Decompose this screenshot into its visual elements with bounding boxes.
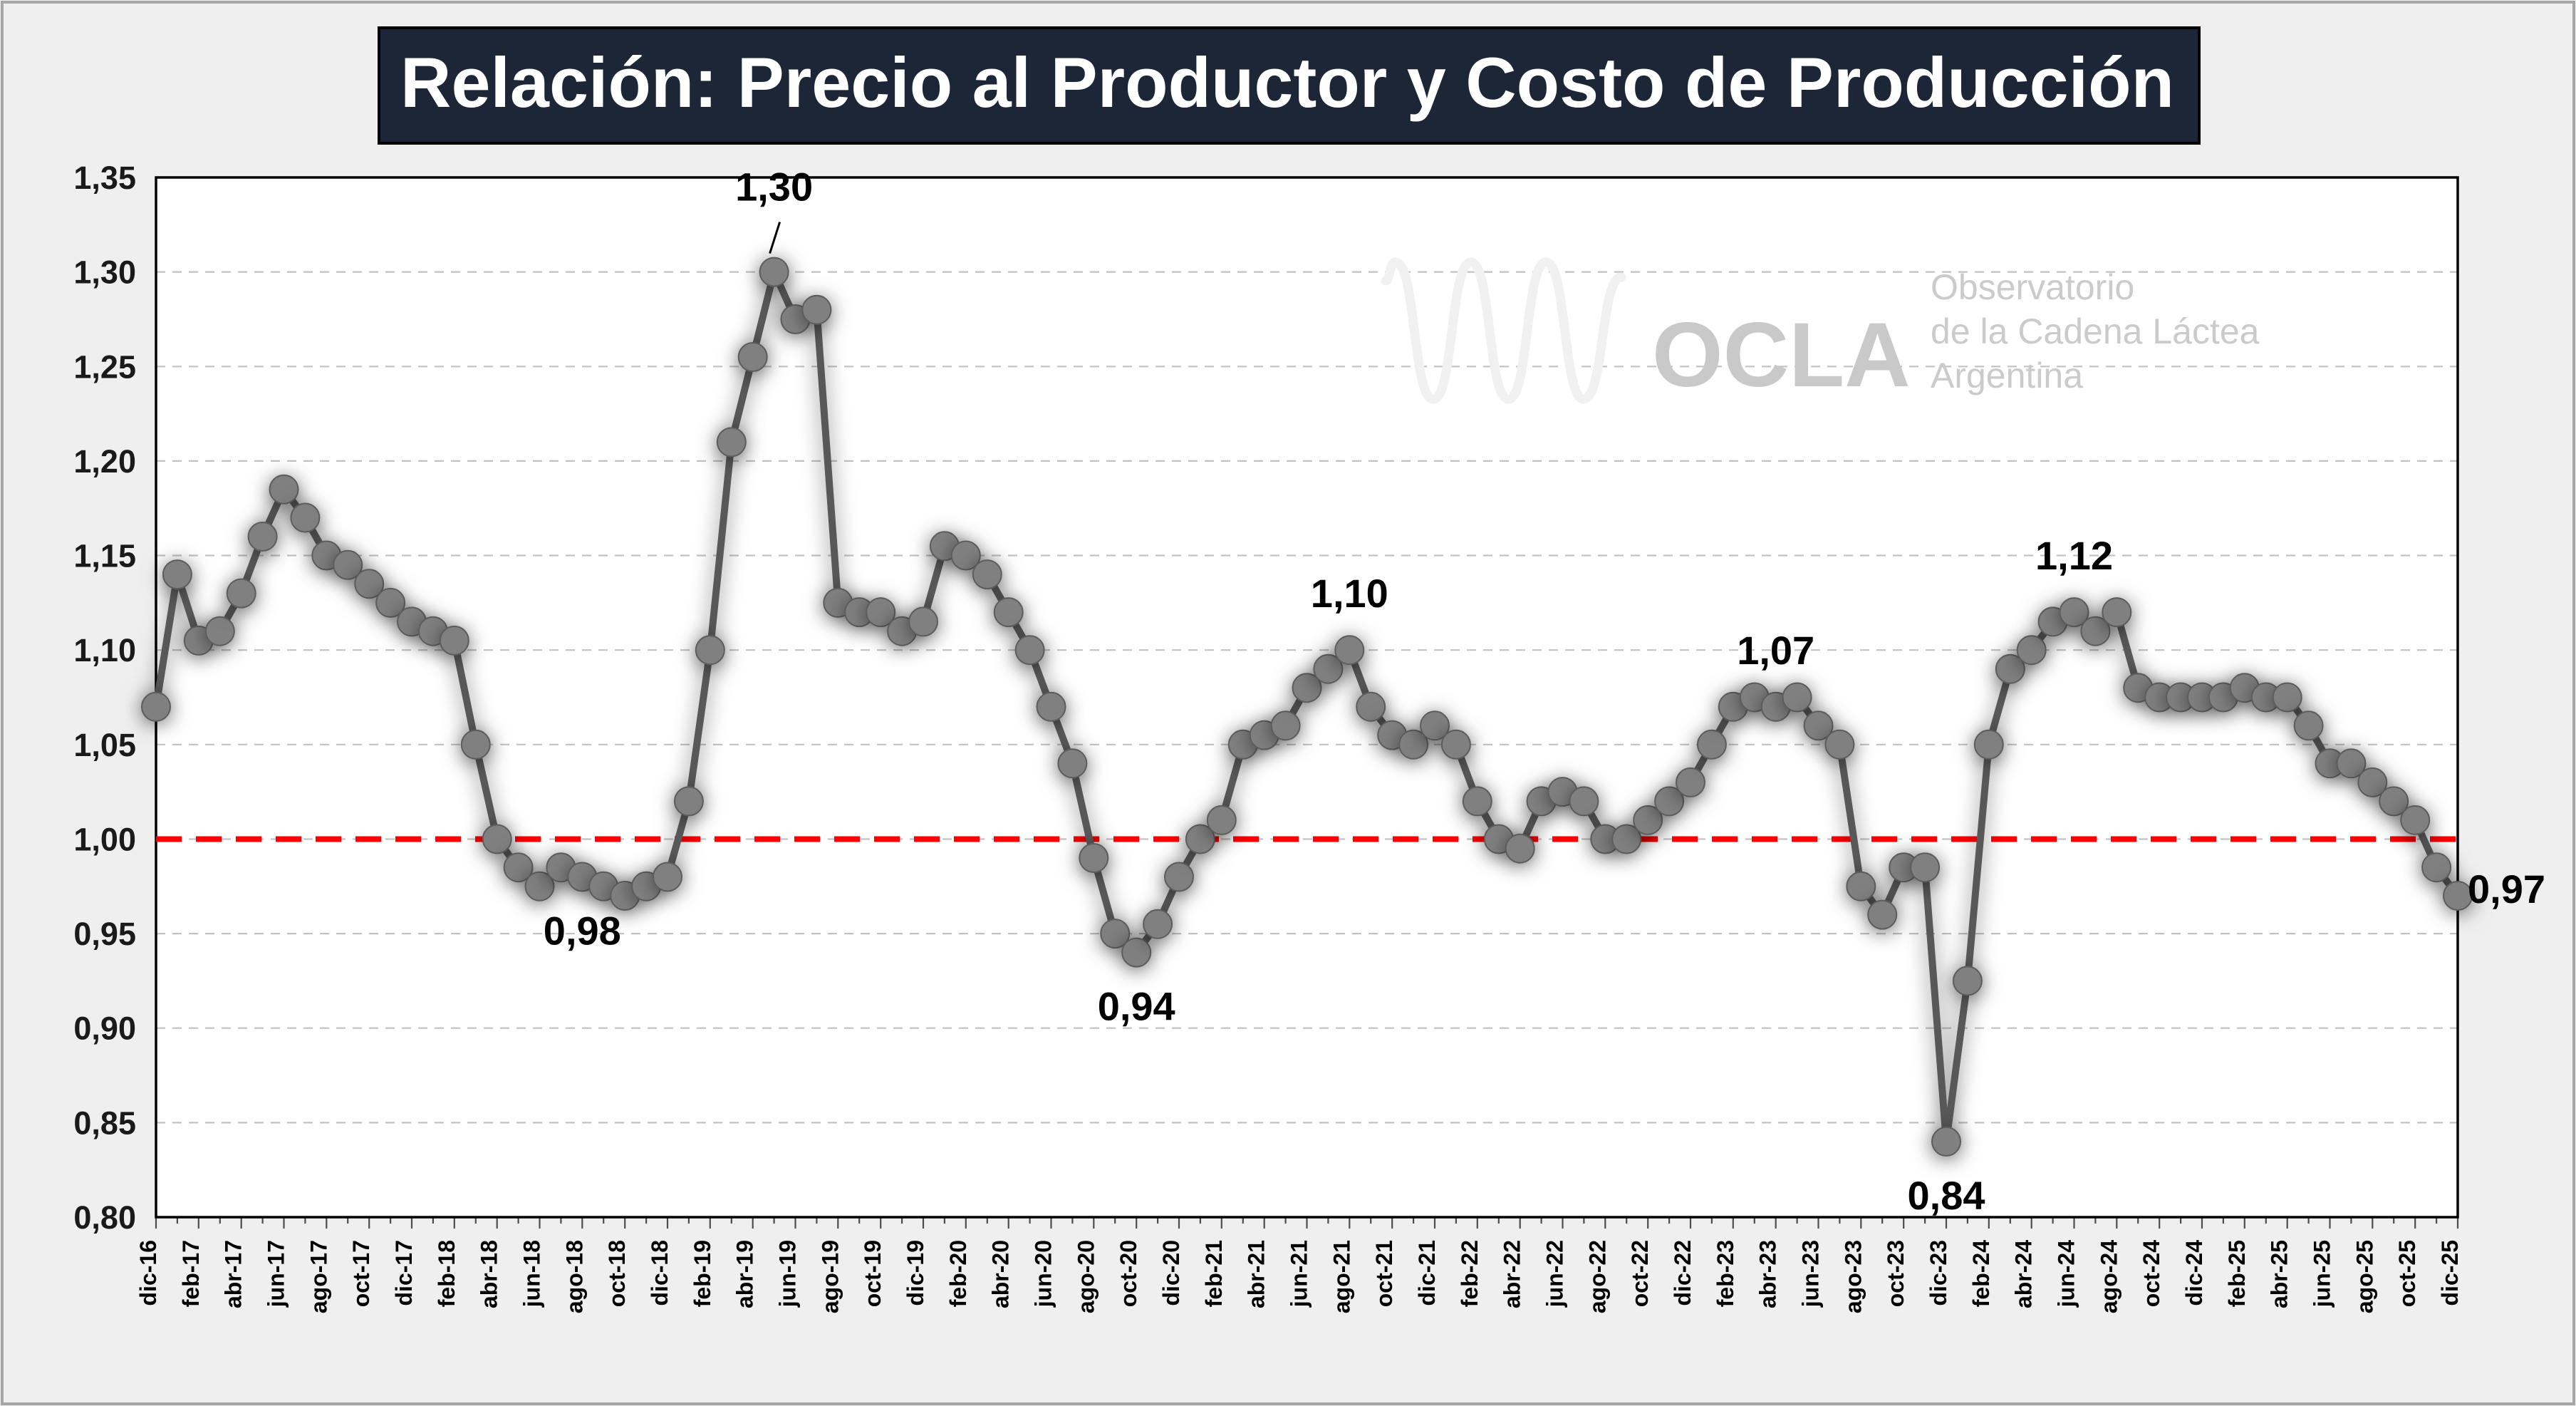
svg-text:0,84: 0,84 bbox=[1908, 1173, 1985, 1218]
svg-text:1,30: 1,30 bbox=[735, 165, 813, 210]
svg-text:ago-20: ago-20 bbox=[1073, 1240, 1099, 1313]
svg-text:feb-22: feb-22 bbox=[1457, 1240, 1482, 1307]
svg-text:dic-19: dic-19 bbox=[903, 1240, 928, 1306]
svg-text:0,97: 0,97 bbox=[2468, 867, 2545, 911]
svg-text:abr-19: abr-19 bbox=[732, 1240, 758, 1308]
svg-text:jun-22: jun-22 bbox=[1542, 1240, 1568, 1308]
svg-text:oct-23: oct-23 bbox=[1883, 1240, 1908, 1307]
svg-text:de la Cadena Láctea: de la Cadena Láctea bbox=[1931, 311, 2260, 351]
svg-text:abr-18: abr-18 bbox=[477, 1240, 502, 1308]
svg-text:jun-19: jun-19 bbox=[775, 1240, 801, 1308]
svg-text:feb-23: feb-23 bbox=[1713, 1240, 1738, 1307]
svg-text:feb-18: feb-18 bbox=[434, 1240, 459, 1307]
svg-text:0,95: 0,95 bbox=[73, 916, 136, 952]
svg-text:jun-24: jun-24 bbox=[2054, 1240, 2079, 1308]
svg-text:ago-18: ago-18 bbox=[561, 1240, 587, 1313]
svg-text:0,94: 0,94 bbox=[1098, 984, 1175, 1029]
svg-text:Observatorio: Observatorio bbox=[1931, 267, 2134, 307]
svg-text:dic-24: dic-24 bbox=[2181, 1240, 2207, 1306]
svg-text:OCLA: OCLA bbox=[1652, 304, 1911, 406]
svg-text:oct-18: oct-18 bbox=[604, 1240, 630, 1307]
svg-text:feb-25: feb-25 bbox=[2224, 1240, 2250, 1307]
svg-text:ago-22: ago-22 bbox=[1584, 1240, 1610, 1313]
svg-text:1,20: 1,20 bbox=[73, 443, 136, 480]
svg-text:1,12: 1,12 bbox=[2035, 533, 2113, 578]
svg-text:1,30: 1,30 bbox=[73, 254, 136, 291]
svg-text:abr-24: abr-24 bbox=[2011, 1240, 2037, 1308]
svg-text:1,05: 1,05 bbox=[73, 727, 136, 763]
svg-text:feb-19: feb-19 bbox=[690, 1240, 715, 1307]
svg-text:feb-21: feb-21 bbox=[1201, 1240, 1227, 1307]
svg-text:1,35: 1,35 bbox=[73, 160, 136, 196]
svg-text:abr-22: abr-22 bbox=[1500, 1240, 1525, 1308]
svg-text:ago-21: ago-21 bbox=[1329, 1240, 1354, 1313]
svg-text:dic-17: dic-17 bbox=[391, 1240, 417, 1306]
svg-text:dic-25: dic-25 bbox=[2437, 1240, 2463, 1306]
svg-text:abr-20: abr-20 bbox=[988, 1240, 1014, 1308]
svg-text:Argentina: Argentina bbox=[1931, 356, 2083, 396]
svg-text:ago-23: ago-23 bbox=[1840, 1240, 1866, 1313]
svg-text:oct-21: oct-21 bbox=[1371, 1240, 1397, 1307]
svg-text:dic-21: dic-21 bbox=[1414, 1240, 1440, 1306]
svg-text:oct-25: oct-25 bbox=[2394, 1240, 2420, 1307]
svg-text:dic-18: dic-18 bbox=[647, 1240, 672, 1306]
svg-text:abr-21: abr-21 bbox=[1244, 1240, 1269, 1308]
svg-text:1,00: 1,00 bbox=[73, 822, 136, 858]
svg-text:1,10: 1,10 bbox=[1311, 571, 1388, 616]
svg-text:Relación: Precio al Productor: Relación: Precio al Productor y Costo de… bbox=[400, 43, 2174, 122]
svg-text:jun-21: jun-21 bbox=[1287, 1240, 1312, 1308]
svg-text:jun-23: jun-23 bbox=[1798, 1240, 1824, 1308]
svg-text:abr-17: abr-17 bbox=[221, 1240, 246, 1308]
svg-text:1,07: 1,07 bbox=[1737, 628, 1814, 673]
svg-text:oct-24: oct-24 bbox=[2139, 1240, 2164, 1307]
svg-text:jun-18: jun-18 bbox=[519, 1240, 545, 1308]
svg-text:jun-17: jun-17 bbox=[264, 1240, 289, 1308]
svg-text:abr-23: abr-23 bbox=[1755, 1240, 1781, 1308]
svg-text:1,15: 1,15 bbox=[73, 538, 136, 574]
svg-text:0,90: 0,90 bbox=[73, 1010, 136, 1047]
svg-text:abr-25: abr-25 bbox=[2267, 1240, 2292, 1308]
svg-text:ago-25: ago-25 bbox=[2352, 1240, 2377, 1313]
svg-text:feb-24: feb-24 bbox=[1968, 1240, 1994, 1307]
svg-text:feb-20: feb-20 bbox=[945, 1240, 971, 1307]
svg-text:dic-16: dic-16 bbox=[135, 1240, 161, 1306]
svg-text:dic-23: dic-23 bbox=[1926, 1240, 1951, 1306]
svg-text:0,80: 0,80 bbox=[73, 1199, 136, 1236]
svg-text:feb-17: feb-17 bbox=[178, 1240, 204, 1307]
svg-text:dic-20: dic-20 bbox=[1158, 1240, 1184, 1306]
svg-text:ago-24: ago-24 bbox=[2096, 1240, 2121, 1313]
svg-text:1,25: 1,25 bbox=[73, 348, 136, 385]
svg-text:jun-25: jun-25 bbox=[2310, 1240, 2335, 1308]
svg-text:oct-17: oct-17 bbox=[348, 1240, 374, 1307]
svg-text:oct-20: oct-20 bbox=[1116, 1240, 1141, 1307]
svg-text:oct-22: oct-22 bbox=[1627, 1240, 1653, 1307]
svg-text:1,10: 1,10 bbox=[73, 632, 136, 668]
svg-text:oct-19: oct-19 bbox=[860, 1240, 886, 1307]
svg-text:0,85: 0,85 bbox=[73, 1105, 136, 1141]
svg-text:dic-22: dic-22 bbox=[1670, 1240, 1695, 1306]
svg-text:0,98: 0,98 bbox=[544, 909, 621, 953]
svg-text:ago-19: ago-19 bbox=[817, 1240, 843, 1313]
svg-text:ago-17: ago-17 bbox=[306, 1240, 331, 1313]
svg-text:jun-20: jun-20 bbox=[1031, 1240, 1056, 1308]
